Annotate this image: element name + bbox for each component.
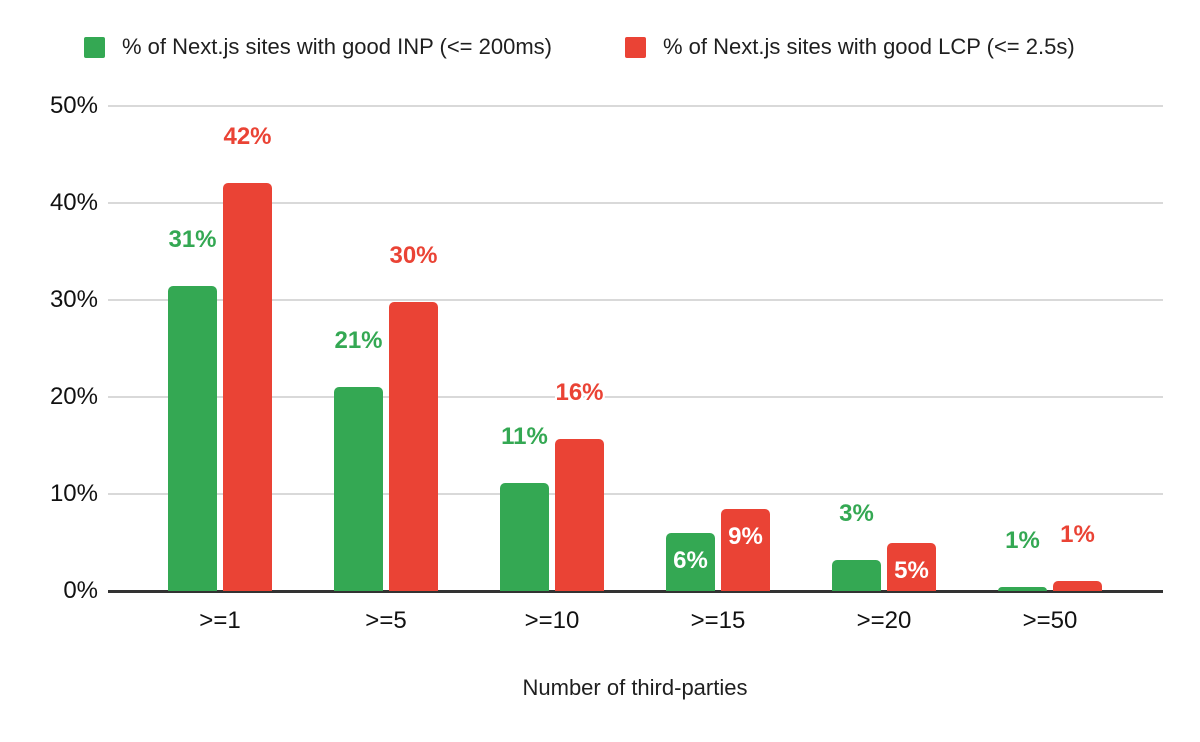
y-tick-label: 20% bbox=[49, 383, 98, 410]
bar-inp bbox=[666, 532, 715, 591]
bar-value-label-lcp: 1% bbox=[1060, 521, 1095, 549]
bar-lcp bbox=[389, 301, 438, 591]
gridline bbox=[108, 202, 1163, 204]
bar-value-label-lcp: 9% bbox=[728, 522, 763, 550]
bar-lcp bbox=[887, 543, 936, 591]
inp-legend-label: % of Next.js sites with good INP (<= 200… bbox=[122, 34, 552, 59]
bar-value-label-inp: 3% bbox=[839, 499, 874, 527]
bar-value-label-lcp: 5% bbox=[894, 557, 929, 585]
bar-lcp bbox=[223, 182, 272, 591]
x-tick-label: >=1 bbox=[199, 607, 241, 634]
bar-value-label-inp: 11% bbox=[501, 423, 548, 451]
x-tick-label: >=50 bbox=[1022, 607, 1078, 634]
lcp-legend-label: % of Next.js sites with good LCP (<= 2.5… bbox=[663, 34, 1075, 59]
bar-lcp bbox=[1053, 581, 1102, 591]
bar-inp bbox=[168, 286, 217, 591]
bar-value-label-inp: 1% bbox=[1005, 526, 1040, 554]
legend-item-lcp: % of Next.js sites with good LCP (<= 2.5… bbox=[625, 33, 1075, 61]
x-axis-title: Number of third-parties bbox=[522, 675, 748, 700]
lcp-legend-swatch-icon bbox=[625, 36, 646, 58]
bar-lcp bbox=[555, 438, 604, 591]
gridline bbox=[108, 396, 1163, 398]
x-tick-label: >=15 bbox=[690, 607, 746, 634]
bar-value-label-inp: 31% bbox=[168, 226, 217, 254]
bar-value-label-lcp: 42% bbox=[223, 122, 272, 150]
bar-value-label-inp: 6% bbox=[673, 546, 708, 574]
gridline bbox=[108, 493, 1163, 495]
bar-inp bbox=[334, 387, 383, 591]
y-tick-label: 10% bbox=[49, 480, 98, 507]
x-axis-line bbox=[108, 590, 1163, 593]
x-tick-label: >=5 bbox=[365, 607, 407, 634]
y-tick-label: 40% bbox=[49, 189, 98, 216]
bar-inp bbox=[998, 586, 1047, 591]
gridline bbox=[108, 299, 1163, 301]
legend-item-inp: % of Next.js sites with good INP (<= 200… bbox=[84, 33, 552, 61]
gridline bbox=[108, 105, 1163, 107]
bar-inp bbox=[832, 559, 881, 591]
bar-lcp bbox=[721, 508, 770, 591]
bar-value-label-inp: 21% bbox=[334, 327, 383, 355]
y-tick-label: 50% bbox=[49, 92, 98, 119]
bar-inp bbox=[500, 483, 549, 591]
bar-value-label-lcp: 30% bbox=[389, 241, 438, 269]
bar-value-label-lcp: 16% bbox=[555, 378, 604, 406]
y-tick-label: 30% bbox=[49, 286, 98, 313]
y-tick-label: 0% bbox=[63, 577, 98, 604]
x-tick-label: >=20 bbox=[856, 607, 912, 634]
x-tick-label: >=10 bbox=[524, 607, 580, 634]
inp-legend-swatch-icon bbox=[84, 36, 105, 58]
